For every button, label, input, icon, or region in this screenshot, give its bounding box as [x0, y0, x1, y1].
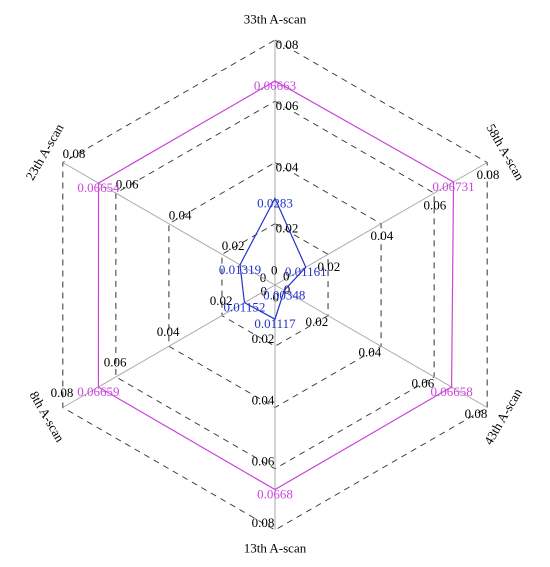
r-tick-label: 0	[284, 282, 291, 297]
value-label: 0.06654	[77, 180, 120, 195]
series-line	[239, 196, 307, 321]
r-tick-label: 0.06	[252, 454, 275, 469]
r-tick-label: 0.08	[252, 515, 275, 530]
r-tick-label: 0.08	[477, 167, 500, 182]
r-tick-label: 0.02	[276, 221, 299, 236]
r-tick-label: 0	[261, 283, 268, 298]
axis-label: 13th A-scan	[244, 541, 307, 556]
r-tick-label: 0.04	[359, 345, 382, 360]
axis-label: 33th A-scan	[244, 11, 307, 26]
value-label: 0.0283	[257, 195, 293, 210]
value-label: 0.01319	[219, 262, 261, 277]
r-tick-label: 0.04	[157, 324, 180, 339]
r-tick-label: 0.02	[210, 293, 233, 308]
r-tick-label: 0.04	[371, 228, 394, 243]
axis-label: 23th A-scan	[22, 121, 66, 183]
r-tick-label: 0.02	[222, 238, 245, 253]
r-tick-label: 0.08	[63, 146, 86, 161]
r-tick-label: 0.08	[276, 37, 299, 52]
r-tick-label: 0.02	[252, 331, 275, 346]
value-label: 0.06658	[430, 384, 472, 399]
value-label: 0.0668	[257, 487, 293, 502]
r-tick-label: 0.06	[424, 198, 447, 213]
r-tick-label: 0.06	[412, 375, 435, 390]
value-label: 0.00348	[263, 287, 305, 302]
r-tick-label: 0	[260, 270, 267, 285]
r-tick-label: 0.06	[276, 98, 299, 113]
r-tick-label: 0.08	[51, 385, 74, 400]
r-tick-label: 0.02	[317, 259, 340, 274]
value-label: 0.01161	[285, 264, 327, 279]
r-tick-label: 0	[283, 269, 290, 284]
r-tick-label: 0	[273, 289, 280, 304]
r-tick-label: 0.08	[465, 406, 488, 421]
value-label: 0.01117	[254, 316, 296, 331]
r-tick-label: 0.02	[305, 314, 328, 329]
series-line	[97, 80, 455, 491]
r-tick-label: 0.06	[116, 177, 139, 192]
value-label: 0.06659	[77, 384, 119, 399]
r-tick-label: 0.04	[276, 159, 299, 174]
axis-line	[274, 162, 488, 286]
value-label: 0.06731	[432, 179, 474, 194]
value-label: 0.01152	[224, 300, 266, 315]
r-tick-label: 0	[271, 263, 278, 278]
value-label: 0.06663	[254, 78, 296, 93]
r-tick-label: 0.04	[169, 207, 192, 222]
r-tick-label: 0.04	[252, 392, 275, 407]
r-tick-label: 0.06	[104, 354, 127, 369]
